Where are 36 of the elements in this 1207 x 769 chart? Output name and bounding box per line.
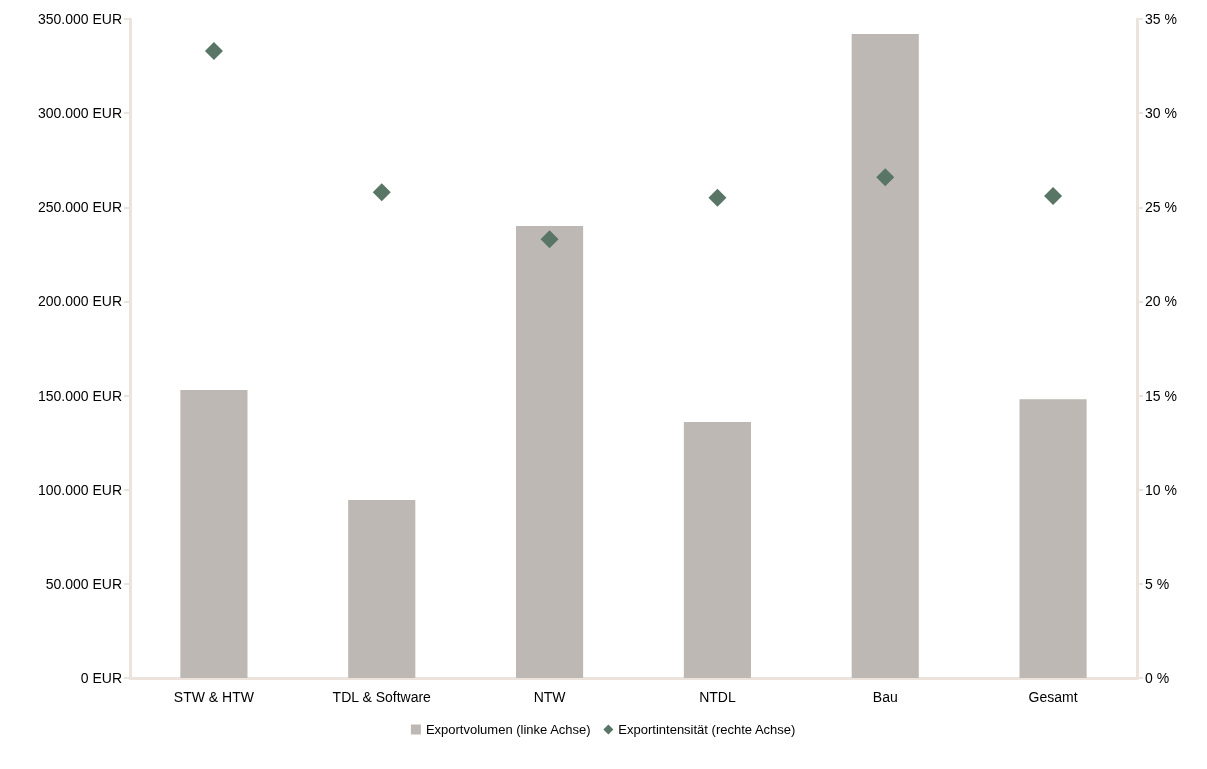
x-tick-label: Bau — [872, 689, 898, 705]
legend-label: Exportintensität (rechte Achse) — [618, 722, 796, 737]
y-tick-label: 100.000 EUR — [37, 481, 122, 498]
bar — [516, 226, 584, 678]
legend-label: Exportvolumen (linke Achse) — [425, 722, 591, 737]
y2-tick-label: 30 % — [1145, 105, 1177, 122]
y2-tick-label: 5 % — [1145, 575, 1170, 592]
y-tick-label: 150.000 EUR — [37, 387, 122, 404]
y-tick-label: 350.000 EUR — [37, 11, 122, 27]
point — [876, 168, 895, 187]
bar — [1019, 399, 1087, 678]
x-tick-label: NTDL — [699, 689, 736, 705]
x-tick-label: NTW — [533, 689, 567, 705]
y-tick-label: 300.000 EUR — [37, 105, 122, 122]
y2-tick-label: 10 % — [1145, 481, 1177, 498]
bar — [180, 389, 248, 678]
bar — [851, 34, 919, 678]
x-tick-label: Gesamt — [1028, 689, 1078, 705]
bar — [348, 500, 416, 678]
y2-tick-label: 25 % — [1145, 199, 1177, 216]
x-tick-label: TDL & Software — [332, 689, 432, 705]
point — [1044, 186, 1063, 205]
y2-tick-label: 0 % — [1145, 670, 1170, 686]
point — [540, 230, 559, 249]
point — [204, 42, 223, 61]
y2-tick-label: 15 % — [1145, 387, 1177, 404]
y-tick-label: 50.000 EUR — [45, 575, 122, 592]
x-tick-label: STW & HTW — [173, 689, 255, 705]
y-tick-label: 0 EUR — [80, 670, 122, 686]
y-tick-label: 250.000 EUR — [37, 199, 122, 216]
y2-tick-label: 35 % — [1145, 11, 1177, 27]
y2-tick-label: 20 % — [1145, 293, 1177, 310]
y-tick-label: 200.000 EUR — [37, 293, 122, 310]
point — [708, 188, 727, 207]
point — [372, 183, 391, 202]
bar — [683, 421, 751, 678]
